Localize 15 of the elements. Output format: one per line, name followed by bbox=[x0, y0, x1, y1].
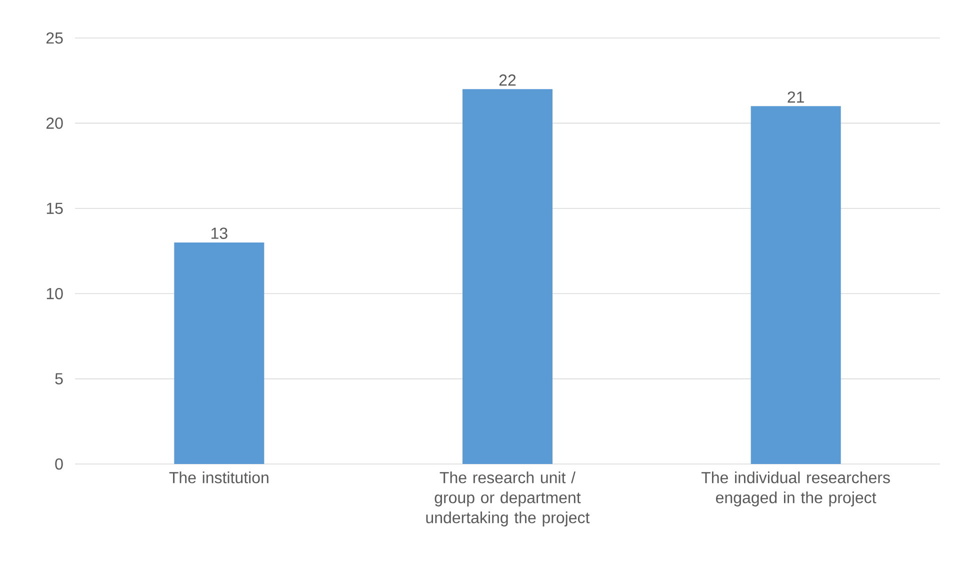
y-tick-label: 0 bbox=[55, 458, 63, 470]
y-tick-label: 25 bbox=[46, 32, 63, 44]
x-tick-label: The institution bbox=[169, 472, 268, 484]
y-tick-label: 15 bbox=[46, 202, 63, 214]
bar bbox=[174, 242, 264, 464]
y-tick-label: 5 bbox=[55, 373, 63, 384]
x-tick-label: The individual researchers engaged in the project bbox=[701, 472, 890, 506]
y-tick-label: 10 bbox=[46, 288, 63, 300]
bar bbox=[462, 89, 553, 464]
bar bbox=[750, 106, 841, 464]
data-label: 13 bbox=[211, 228, 228, 239]
y-tick-label: 20 bbox=[46, 118, 63, 129]
data-label: 21 bbox=[788, 91, 804, 103]
x-tick-label: The research unit / group or department undertaking the project bbox=[426, 472, 590, 526]
data-label: 22 bbox=[499, 74, 516, 86]
